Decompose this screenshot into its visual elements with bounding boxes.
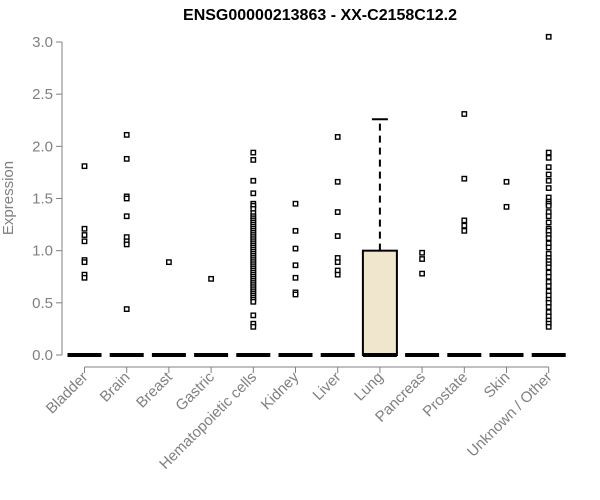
outlier-point [334, 178, 341, 185]
outlier-point [545, 244, 552, 251]
outlier-point [292, 291, 299, 298]
outlier-point [123, 131, 130, 138]
y-tick-label: 0.0 [32, 347, 53, 364]
x-tick-label: Kidney [258, 368, 303, 413]
y-axis: 0.0 0.5 1.0 1.5 2.0 2.5 3.0 [32, 34, 63, 364]
outlier-point [81, 274, 88, 281]
y-axis-title: Expression [0, 161, 17, 235]
box-group [489, 178, 524, 357]
plot-area [67, 33, 566, 357]
outlier-point [545, 213, 552, 220]
outlier-point [250, 177, 257, 184]
y-tick-label: 0.5 [32, 295, 53, 312]
outlier-point [419, 270, 425, 277]
outlier-point [81, 238, 88, 245]
y-tick-label: 2.5 [32, 86, 53, 103]
outlier-point [292, 245, 299, 252]
outlier-point [545, 33, 552, 40]
outlier-point [545, 323, 552, 330]
x-tick-label: Brain [97, 369, 134, 406]
outlier-point [461, 217, 468, 224]
y-tick-label: 2.0 [32, 138, 53, 155]
box [361, 249, 398, 357]
outlier-point [292, 200, 299, 207]
outlier-point [461, 227, 468, 234]
outlier-point [334, 233, 341, 239]
outlier-point [545, 185, 552, 191]
outlier-point [123, 241, 130, 248]
outlier-point [545, 177, 552, 184]
box-group [151, 259, 186, 357]
y-tick-label: 1.5 [32, 191, 53, 208]
outlier-point [545, 273, 552, 280]
outlier-point [545, 202, 552, 209]
outlier-point [123, 155, 130, 162]
outlier-point [250, 323, 257, 330]
outlier-point [81, 225, 88, 232]
outlier-point [334, 134, 341, 140]
outlier-point [545, 164, 552, 171]
outlier-point [81, 232, 88, 238]
x-tick-label: Breast [133, 368, 176, 411]
outlier-point [81, 259, 88, 266]
x-tick-label: Prostate [420, 369, 472, 421]
outlier-point [292, 227, 299, 234]
outlier-point [461, 175, 468, 182]
y-tick-label: 3.0 [32, 34, 53, 51]
x-tick-label: Bladder [43, 369, 92, 418]
outlier-point [461, 222, 468, 229]
outlier-point [545, 264, 552, 271]
chart-title: ENSG00000213863 - XX-C2158C12.2 [183, 7, 457, 24]
outlier-point [250, 149, 257, 156]
outlier-point [419, 256, 425, 262]
box-group [278, 200, 313, 357]
box-group [109, 131, 144, 357]
outlier-point [545, 304, 552, 310]
outlier-point [545, 283, 552, 290]
outlier-point [545, 219, 552, 226]
x-tick-label: Liver [310, 369, 345, 404]
box-group [194, 275, 229, 357]
outlier-point [334, 271, 341, 278]
outlier-point [81, 163, 88, 170]
outlier-point [123, 306, 130, 312]
outlier-point [503, 203, 510, 210]
box-group [447, 111, 482, 357]
outlier-point [165, 259, 172, 266]
outlier-point [545, 149, 552, 156]
outlier-point [123, 213, 130, 220]
outlier-point [250, 190, 257, 197]
outlier-point [208, 275, 214, 282]
outlier-point [545, 154, 552, 161]
outlier-point [250, 156, 257, 163]
outlier-point [334, 259, 341, 266]
outlier-point [545, 235, 552, 242]
outlier-point [292, 262, 299, 269]
x-tick-label: Lung [351, 369, 387, 405]
y-tick-label: 1.0 [32, 243, 53, 260]
outlier-point [250, 312, 257, 319]
box-group [361, 118, 398, 357]
outlier-point [503, 178, 510, 185]
outlier-point [250, 298, 257, 305]
outlier-point [545, 171, 552, 178]
box-group [320, 134, 355, 357]
box-group [531, 33, 566, 357]
outlier-point [292, 274, 299, 281]
outlier-point [123, 195, 130, 202]
x-tick-label: Skin [481, 369, 514, 402]
outlier-point [334, 209, 341, 215]
box-group [236, 149, 271, 357]
outlier-point [461, 111, 468, 117]
box-group [67, 163, 102, 357]
outlier-point [419, 249, 425, 256]
box-group [405, 249, 440, 357]
